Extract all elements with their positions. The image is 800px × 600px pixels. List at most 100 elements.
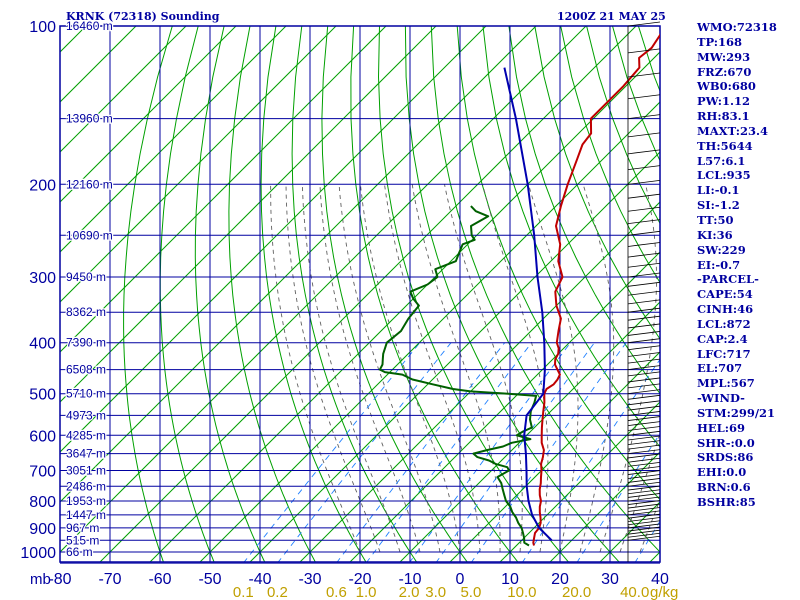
isotherm	[349, 251, 660, 562]
index-line: L57:6.1	[697, 153, 746, 168]
isotherm	[60, 26, 487, 453]
wind-barb	[627, 462, 661, 467]
index-line: CAPE:54	[697, 287, 753, 302]
wind-barb	[627, 219, 661, 224]
height-label: 6508 m	[66, 363, 106, 377]
isotherm	[0, 26, 36, 563]
dry-adiabat	[321, 26, 468, 562]
moist-adiabat	[444, 184, 523, 553]
wind-barb	[627, 165, 661, 170]
dry-adiabat	[194, 26, 266, 562]
index-line: KI:36	[697, 227, 733, 242]
height-label: 4285 m	[66, 428, 106, 442]
pressure-tick-label: 100	[29, 19, 56, 36]
index-line: CINH:46	[697, 302, 754, 317]
temperature-tick-label: 0	[456, 571, 465, 588]
isotherm	[249, 151, 660, 562]
moist-adiabat	[579, 184, 615, 553]
wind-barb	[627, 193, 661, 199]
isotherm	[60, 26, 337, 303]
dry-adiabat	[228, 26, 316, 562]
pressure-tick-label: 400	[29, 336, 56, 353]
index-line: LI:-0.1	[697, 183, 740, 198]
plot-frame	[59, 25, 661, 563]
height-label: 4973 m	[66, 408, 106, 422]
isotherm	[99, 26, 637, 562]
temperature-tick-label: -40	[248, 571, 271, 588]
isotherm	[449, 351, 660, 562]
mixing-ratio-line	[366, 342, 532, 562]
isobar-lines	[59, 25, 661, 564]
wind-barb	[627, 507, 661, 512]
wind-barb	[627, 426, 661, 431]
mixing-ratio-label: 0.6	[326, 584, 347, 600]
isotherm	[60, 26, 437, 403]
index-line: EI:-0.7	[697, 257, 741, 272]
temperature-tick-label: 10	[501, 571, 519, 588]
index-line: RH:83.1	[697, 109, 750, 124]
index-line: -PARCEL-	[697, 272, 759, 287]
moist-adiabat	[528, 184, 579, 553]
wind-barb	[627, 457, 661, 463]
wind-barb	[627, 535, 661, 541]
index-line: SW:229	[697, 242, 746, 257]
mixing-ratio-line	[522, 358, 660, 562]
wind-barb	[627, 517, 661, 522]
pressure-axis-unit: mb	[30, 571, 51, 588]
isotherm	[499, 401, 660, 562]
index-line: EL:707	[697, 361, 743, 376]
wind-barb	[627, 489, 661, 495]
wind-barb	[627, 510, 661, 516]
isotherm	[149, 51, 660, 562]
wind-barb	[627, 383, 661, 389]
index-line: WB0:680	[697, 79, 756, 94]
wind-barb	[627, 485, 661, 491]
moist-adiabat	[319, 184, 421, 553]
dry-adiabat	[404, 26, 620, 562]
dry-adiabat	[560, 26, 660, 284]
index-line: TT:50	[697, 212, 734, 227]
mixing-ratio-label: 40.0	[620, 584, 649, 600]
wind-barb	[627, 242, 661, 247]
moist-adiabat	[301, 184, 401, 553]
isotherm	[60, 26, 287, 253]
sounding-time: 1200Z 21 MAY 25	[557, 10, 666, 23]
wind-barb	[627, 416, 661, 421]
wind-barb	[627, 523, 661, 529]
index-line: TH:5644	[697, 138, 753, 153]
index-line: SHR-:0.0	[697, 435, 755, 450]
dry-adiabat	[123, 26, 173, 562]
moist-adiabat	[482, 184, 549, 553]
pressure-tick-label: 200	[29, 177, 56, 194]
wind-barb	[627, 474, 661, 479]
wind-barb	[627, 132, 661, 138]
isotherm	[399, 301, 660, 562]
isotherm	[60, 26, 237, 203]
pressure-tick-label: 700	[29, 464, 56, 481]
wind-barb	[627, 290, 661, 296]
temperature-tick-label: 30	[601, 571, 619, 588]
mixing-ratio-line	[277, 342, 452, 562]
wind-barb	[627, 449, 661, 454]
parcel-line	[503, 67, 553, 542]
pressure-tick-label: 900	[29, 521, 56, 538]
wind-barb	[627, 307, 661, 313]
index-line: STM:299/21	[697, 405, 776, 420]
wind-barb	[627, 315, 661, 321]
index-line: PW:1.12	[697, 94, 751, 109]
wind-barb	[627, 281, 661, 287]
height-label: 1953 m	[66, 494, 106, 508]
index-line: LCL:935	[697, 168, 751, 183]
temperature-tick-label: -30	[298, 571, 321, 588]
mixing-ratio-label: 5.0	[460, 584, 481, 600]
index-line: WMO:72318	[697, 20, 777, 34]
temperature-tick-label: 40	[651, 571, 669, 588]
wind-barb	[627, 323, 661, 329]
wind-barb	[627, 526, 661, 532]
height-label: 5710 m	[66, 387, 106, 401]
wind-barb	[627, 338, 661, 344]
station-title: KRNK (72318) Sounding	[66, 10, 220, 23]
dewpoint-line	[378, 205, 538, 547]
